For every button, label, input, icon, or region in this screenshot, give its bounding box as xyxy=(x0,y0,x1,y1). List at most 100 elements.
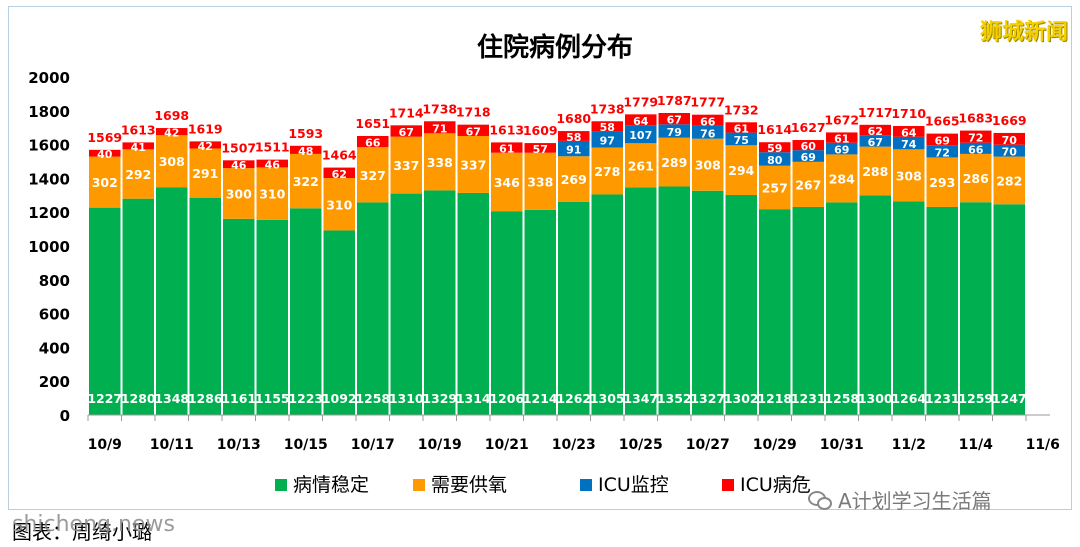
bar-segment xyxy=(223,168,255,219)
x-tick-label: 10/11 xyxy=(150,437,194,453)
bar-stack: 1258 327 66 1651 xyxy=(355,116,390,415)
y-tick-label: 1200 xyxy=(28,204,70,222)
bar-segment xyxy=(960,202,992,415)
bar-segment xyxy=(792,206,824,415)
bar-value-label: 282 xyxy=(996,173,1022,188)
y-tick-label: 800 xyxy=(39,272,70,290)
bar-stack: 1223 322 48 1593 xyxy=(288,126,323,415)
x-tick-label: 11/6 xyxy=(1026,437,1060,453)
bar-total-label: 1613 xyxy=(121,122,156,137)
bar-value-label: 310 xyxy=(326,197,352,212)
bar-total-label: 1669 xyxy=(992,113,1027,128)
chart-title: 住院病例分布 xyxy=(477,32,633,63)
bar-stack: 1280 292 41 1613 xyxy=(121,122,156,415)
bar-value-label: 58 xyxy=(566,131,581,144)
bar-value-label: 1161 xyxy=(221,391,256,406)
bar-segment xyxy=(926,206,958,415)
bar-value-label: 322 xyxy=(293,174,319,189)
bar-segment xyxy=(993,132,1025,145)
brand-overlay: shicheng.news xyxy=(12,512,175,537)
bar-value-label: 302 xyxy=(92,175,118,190)
bar-segment xyxy=(256,167,288,220)
legend-label: ICU病危 xyxy=(740,474,811,496)
legend-swatch xyxy=(413,479,425,491)
legend-label: 需要供氧 xyxy=(431,474,507,496)
bar-total-label: 1698 xyxy=(154,108,189,123)
bar-stack: 1206 346 61 1613 xyxy=(489,122,524,415)
y-tick-label: 1000 xyxy=(28,238,70,256)
bar-value-label: 308 xyxy=(896,168,922,183)
bar-segment xyxy=(591,194,623,415)
bar-value-label: 291 xyxy=(192,166,218,181)
bar-segment xyxy=(390,193,422,415)
bar-value-label: 346 xyxy=(494,175,520,190)
bar-total-label: 1732 xyxy=(724,102,759,117)
bar-value-label: 289 xyxy=(661,155,687,170)
bar-segment xyxy=(893,201,925,415)
bar-value-label: 267 xyxy=(795,177,821,192)
bar-segment xyxy=(290,145,322,154)
bar-segment xyxy=(960,142,992,154)
watermark-top-right: 狮城新闻 xyxy=(979,20,1068,45)
bar-segment xyxy=(926,157,958,207)
bar-value-label: 64 xyxy=(901,126,917,139)
y-tick-label: 200 xyxy=(39,373,70,391)
bar-value-label: 1300 xyxy=(858,391,893,406)
bar-value-label: 67 xyxy=(667,114,682,127)
y-axis: 0 200 400 600 800 1000 1200 1400 1600 1800 2000 xyxy=(28,69,70,425)
bar-stack: 1161 300 46 1507 xyxy=(221,140,256,415)
bar-total-label: 1779 xyxy=(623,94,658,109)
bar-segment xyxy=(591,147,623,195)
bar-segment xyxy=(692,114,724,126)
bar-value-label: 62 xyxy=(868,125,883,138)
bar-segment xyxy=(524,209,556,415)
bar-segment xyxy=(89,207,121,415)
credit-text: 图表：周绮小璐 xyxy=(12,520,152,544)
bar-segment xyxy=(189,141,221,149)
bar-total-label: 1680 xyxy=(556,111,591,126)
bar-segment xyxy=(792,140,824,151)
bar-value-label: 1155 xyxy=(255,391,290,406)
bar-stack: 1286 291 42 1619 xyxy=(188,121,223,415)
bar-segment xyxy=(960,153,992,203)
bar-total-label: 1464 xyxy=(322,148,357,163)
bar-segment xyxy=(725,194,757,415)
bar-value-label: 79 xyxy=(667,126,682,139)
bar-value-label: 327 xyxy=(360,168,386,183)
bar-segment xyxy=(223,160,255,169)
bar-segment xyxy=(323,230,355,415)
bar-value-label: 1310 xyxy=(389,391,424,406)
bar-segment xyxy=(859,124,891,136)
bar-total-label: 1717 xyxy=(858,105,893,120)
bar-value-label: 1280 xyxy=(121,391,156,406)
bar-total-label: 1665 xyxy=(925,114,960,129)
bar-segment xyxy=(156,187,188,415)
bar-value-label: 1305 xyxy=(590,391,625,406)
legend-item: 病情稳定 xyxy=(275,474,369,496)
y-tick-label: 600 xyxy=(39,306,70,324)
legend-swatch xyxy=(275,479,287,491)
bar-segment xyxy=(893,126,925,137)
bar-value-label: 46 xyxy=(265,159,281,172)
bar-segment xyxy=(759,142,791,153)
x-axis: 10/9 10/11 10/13 10/15 10/17 10/19 10/21 10/23 1… xyxy=(87,414,1060,453)
bar-value-label: 1286 xyxy=(188,391,223,406)
bar-total-label: 1609 xyxy=(523,123,558,138)
bar-total-label: 1718 xyxy=(456,105,491,120)
bar-segment xyxy=(591,121,623,132)
bar-value-label: 74 xyxy=(901,138,917,151)
bar-segment xyxy=(558,131,590,141)
bar-segment xyxy=(792,150,824,162)
bar-value-label: 67 xyxy=(399,126,414,139)
bar-value-label: 41 xyxy=(131,141,146,154)
bar-segment xyxy=(658,186,690,415)
bar-segment xyxy=(759,209,791,415)
bar-segment xyxy=(859,146,891,196)
legend-swatch xyxy=(580,479,592,491)
bar-segment xyxy=(357,135,389,148)
